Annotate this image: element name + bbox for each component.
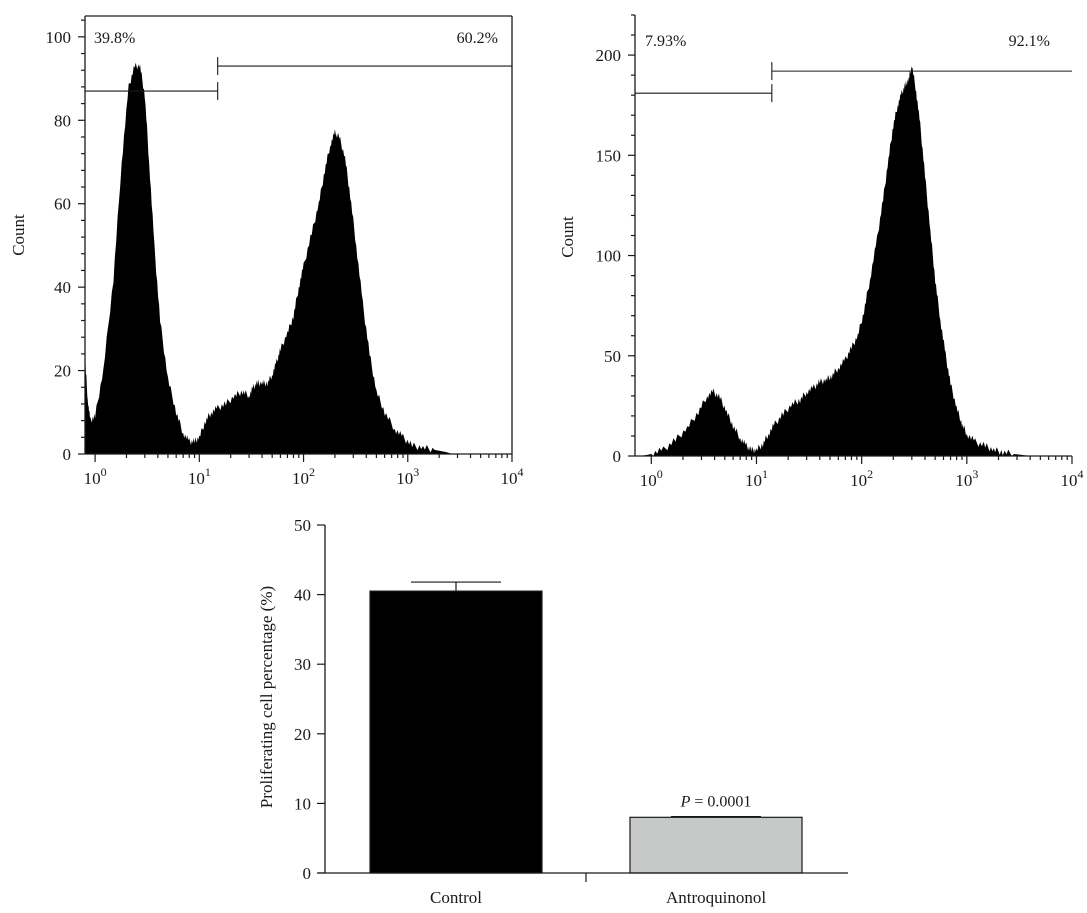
- y-axis-title: Proliferating cell percentage (%): [257, 586, 276, 808]
- x-tick-label: 102: [850, 467, 873, 490]
- gate-left-percent: 7.93%: [645, 33, 686, 50]
- y-tick-label: 100: [46, 28, 72, 47]
- x-category-label: Control: [430, 888, 482, 907]
- y-tick-label: 200: [596, 46, 622, 65]
- x-tick-label: 104: [1061, 467, 1084, 490]
- bars: [369, 581, 803, 874]
- y-tick-label: 20: [54, 362, 71, 381]
- x-tick-label: 101: [188, 465, 211, 488]
- x-ticks: 100 101 102 103 104: [84, 454, 524, 488]
- y-tick-label: 60: [54, 195, 71, 214]
- y-axis-title: Count: [9, 214, 28, 256]
- gate-markers: [85, 57, 512, 101]
- x-tick-label: 101: [745, 467, 768, 490]
- y-tick-label: 80: [54, 111, 71, 130]
- gate-left-percent: 39.8%: [94, 30, 135, 47]
- gate-right-percent: 60.2%: [457, 30, 498, 47]
- y-tick-label: 0: [63, 445, 72, 464]
- proliferation-bar-panel: 0 10 20 30 40 50 Control Antroquinonol Prolife…: [257, 516, 848, 907]
- x-tick-label: 100: [640, 467, 663, 490]
- histogram-antroquinonol-panel: 0 50 100 150 200 100 101 102 103 104 Count 7.93%…: [558, 14, 1084, 490]
- y-tick-label: 50: [294, 516, 311, 535]
- bar-antroquinonol: [629, 816, 803, 874]
- p-value-annotation: P = 0.0001: [680, 794, 752, 811]
- x-ticks: 100 101 102 103 104: [640, 456, 1084, 490]
- x-tick-label: 100: [84, 465, 107, 488]
- y-tick-label: 150: [596, 146, 622, 165]
- x-tick-label: 103: [955, 467, 978, 490]
- y-tick-label: 10: [294, 794, 311, 813]
- y-tick-label: 40: [54, 278, 71, 297]
- x-category-labels: Control Antroquinonol: [430, 888, 766, 907]
- bar-control: [369, 590, 543, 874]
- y-tick-label: 30: [294, 655, 311, 674]
- x-tick-label: 103: [396, 465, 419, 488]
- histogram-antroquinonol-area: [641, 65, 1031, 456]
- y-ticks: 0 10 20 30 40 50: [294, 516, 325, 883]
- x-tick-label: 102: [292, 465, 315, 488]
- y-tick-label: 100: [596, 247, 622, 266]
- x-category-label: Antroquinonol: [666, 888, 766, 907]
- histogram-control-area: [85, 62, 453, 454]
- y-tick-label: 0: [613, 447, 622, 466]
- y-ticks: 0 50 100 150 200: [596, 14, 635, 466]
- x-tick-label: 104: [501, 465, 524, 488]
- y-tick-label: 40: [294, 586, 311, 605]
- y-tick-label: 20: [294, 725, 311, 744]
- y-ticks: 0 20 40 60 80 100: [46, 19, 85, 464]
- y-axis-title: Count: [558, 216, 577, 258]
- y-tick-label: 50: [604, 347, 621, 366]
- gate-right-percent: 92.1%: [1009, 33, 1050, 50]
- gate-markers: [635, 62, 1072, 103]
- y-tick-label: 0: [303, 864, 312, 883]
- histogram-control-panel: 0 20 40 60 80 100 100 101 102 103 104 Count 39.8%…: [9, 15, 524, 488]
